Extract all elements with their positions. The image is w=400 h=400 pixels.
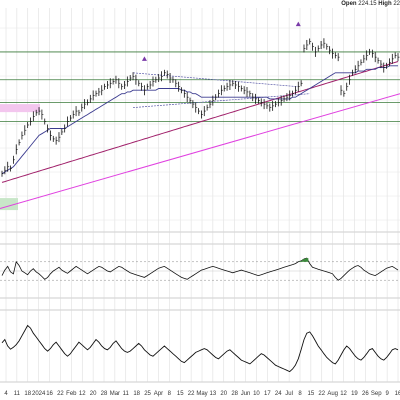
x-tick-label: 28 — [101, 391, 108, 397]
x-tick-label: 16 — [395, 391, 400, 397]
x-tick-label: Sep — [371, 391, 382, 397]
triangle-lower-line — [133, 93, 310, 108]
signal-marker — [141, 56, 147, 61]
x-tick-label: 10 — [253, 391, 260, 397]
x-tick-label: 22 — [57, 391, 64, 397]
x-tick-label: Apr — [154, 391, 163, 397]
highlight-band — [0, 104, 40, 113]
x-tick-label: 26 — [362, 391, 369, 397]
signal-marker — [295, 21, 301, 27]
x-tick-label: Jun — [241, 391, 251, 397]
x-tick-label: Mar — [110, 391, 120, 397]
x-tick-label: 18 — [133, 391, 140, 397]
x-tick-label: 16 — [46, 391, 53, 397]
x-tick-label: 18 — [24, 391, 31, 397]
oscillator-2-line — [1, 324, 399, 373]
oscillator-panel-1 — [0, 257, 400, 281]
open-value: 224.15 — [358, 1, 377, 7]
x-tick-label: 11 — [123, 391, 130, 397]
x-tick-label: 15 — [308, 391, 315, 397]
x-tick-label: Feb — [66, 391, 77, 397]
overbought-fill — [302, 259, 306, 262]
price-panel — [0, 21, 400, 211]
x-tick-label: 22 — [318, 391, 325, 397]
x-tick-label: 28 — [231, 391, 238, 397]
moving-average-fast — [1, 65, 398, 175]
x-tick-label: 17 — [264, 391, 271, 397]
x-tick-label: 8 — [298, 391, 302, 397]
x-tick-label: 2024 — [32, 391, 46, 397]
x-tick-label: 12 — [340, 391, 347, 397]
x-tick-label: 4 — [4, 391, 8, 397]
x-tick-label: 25 — [144, 391, 151, 397]
x-tick-label: 20 — [90, 391, 97, 397]
oscillator-panel-2 — [1, 324, 399, 373]
x-tick-label: 15 — [177, 391, 184, 397]
open-label: Open — [341, 1, 357, 7]
x-tick-label: 11 — [14, 391, 21, 397]
overbought-fill — [299, 260, 303, 262]
x-tick-label: May — [196, 391, 207, 397]
grid-lines — [0, 8, 400, 383]
trend-line — [0, 93, 400, 210]
price-header: Open 224.15 High 22 — [341, 1, 400, 7]
x-tick-label: 19 — [351, 391, 358, 397]
high-label: High — [378, 1, 392, 7]
x-tick-label: Aug — [327, 391, 338, 397]
x-tick-label: 20 — [220, 391, 227, 397]
x-tick-label: 8 — [168, 391, 172, 397]
high-value: 22 — [393, 1, 400, 7]
moving-average-slow — [1, 61, 399, 183]
triangle-upper-line — [133, 72, 299, 88]
x-tick-label: 13 — [210, 391, 217, 397]
x-tick-label: Jul — [285, 391, 293, 397]
overbought-fill — [305, 258, 309, 262]
x-axis: 4 11 18 2024 16 22 Feb 12 20 28 Mar 11 18 25 Apr 8 15 22 M… — [4, 391, 400, 397]
x-tick-label: 22 — [188, 391, 195, 397]
x-tick-label: 24 — [275, 391, 282, 397]
x-tick-label: 9 — [385, 391, 389, 397]
oscillator-1-line — [1, 257, 399, 281]
x-tick-label: 12 — [79, 391, 86, 397]
